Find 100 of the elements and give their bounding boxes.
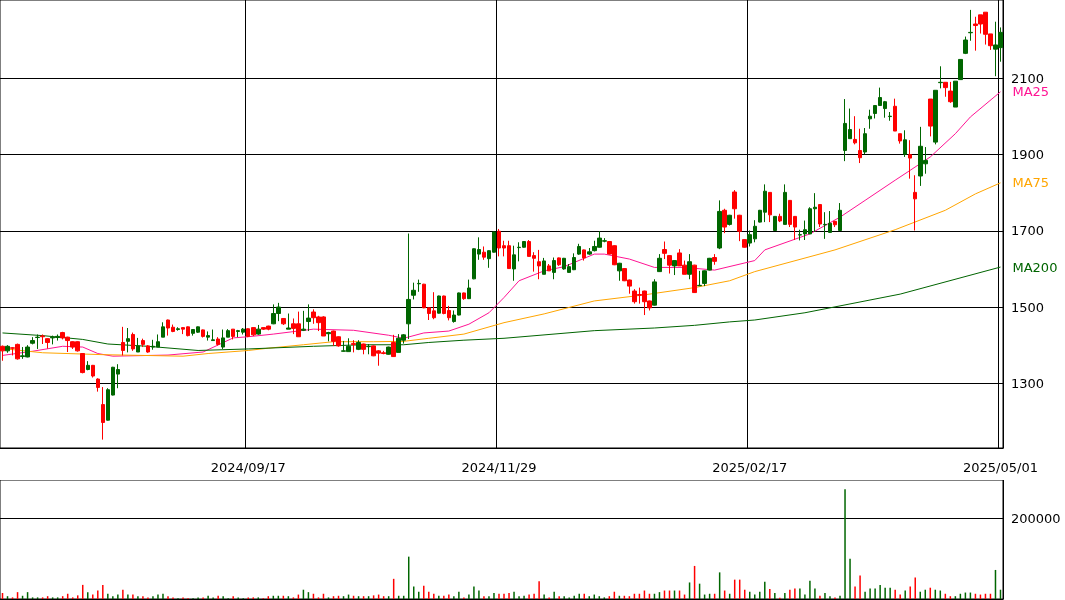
x-tick-label: 2024/09/17 (210, 460, 286, 475)
candlestick (913, 174, 917, 231)
candlestick (45, 337, 50, 350)
candlestick (687, 253, 692, 280)
candlestick (86, 360, 90, 371)
candlestick (737, 214, 742, 242)
candlestick (582, 249, 586, 262)
candlestick (557, 257, 561, 267)
candlestick (512, 245, 516, 282)
candlestick (206, 330, 210, 342)
candlestick (717, 199, 722, 250)
candlestick (201, 329, 205, 339)
candlestick (858, 128, 862, 164)
candlestick (722, 208, 727, 234)
candlestick (176, 326, 180, 332)
candlestick (938, 65, 943, 89)
candlestick (306, 303, 311, 332)
candlestick (783, 183, 787, 225)
candlestick (417, 279, 421, 293)
candlestick (146, 344, 150, 354)
candlestick (351, 339, 356, 353)
candlestick (406, 233, 411, 340)
candlestick (898, 133, 902, 145)
x-tick-label: 2024/11/29 (461, 460, 537, 475)
candlestick (161, 321, 165, 338)
candlestick (101, 386, 105, 441)
candlestick (928, 98, 933, 137)
candlestick (933, 89, 938, 145)
candlestick (953, 80, 958, 108)
line-series (2, 91, 1001, 357)
candlestick (577, 243, 581, 256)
candlestick (893, 98, 897, 132)
candlestick (692, 264, 697, 294)
candlestick (853, 115, 857, 145)
candlestick (361, 343, 366, 355)
candlestick (537, 249, 541, 280)
candlestick (141, 338, 145, 348)
y-tick-label: 1900 (1011, 147, 1045, 163)
candlestick (91, 364, 95, 379)
candlestick (908, 139, 912, 180)
candlestick (863, 127, 867, 155)
candlestick (617, 262, 622, 282)
y-tick-label: 1300 (1011, 375, 1045, 391)
candlestick (903, 129, 907, 158)
candlestick (256, 324, 261, 336)
y-tick-label: 200000 (1011, 510, 1061, 526)
candlestick (868, 109, 872, 130)
candlestick (712, 253, 717, 266)
candlestick (948, 81, 953, 104)
candlestick (326, 331, 331, 342)
candlestick (943, 81, 948, 98)
candlestick (5, 344, 10, 354)
candlestick (30, 336, 35, 345)
series-label: MA200 (1012, 259, 1058, 275)
candlestick (968, 9, 973, 42)
candlestick (652, 278, 657, 307)
x-tick-label: 2025/02/17 (712, 460, 788, 475)
candlestick (958, 58, 963, 81)
candlestick (773, 215, 777, 232)
candlestick (301, 310, 306, 332)
candlestick (888, 111, 892, 122)
candlestick (833, 220, 837, 228)
candlestick (662, 241, 667, 260)
candlestick (742, 238, 747, 249)
candlestick (778, 213, 782, 223)
candlestick (0, 345, 5, 362)
candlestick (542, 257, 546, 275)
candlestick (231, 328, 235, 340)
candlestick (467, 279, 471, 300)
candlestick (547, 263, 551, 272)
candlestick (587, 247, 592, 256)
candlestick (286, 313, 291, 330)
candlestick (211, 329, 215, 342)
candlestick (727, 214, 732, 227)
candlestick (80, 352, 85, 374)
candlestick (462, 292, 466, 301)
line-series (2, 266, 1001, 351)
candlestick (697, 270, 702, 287)
series-label: MA25 (1012, 84, 1050, 100)
candlestick (391, 334, 396, 358)
candlestick (672, 259, 677, 276)
candlestick (411, 282, 416, 300)
y-tick-label: 1500 (1011, 299, 1045, 315)
candlestick (121, 326, 125, 356)
y-tick-label: 2100 (1011, 70, 1045, 86)
candlestick (657, 253, 662, 273)
candlestick (437, 295, 441, 315)
candlestick (281, 317, 286, 326)
x-tick-label: 2025/05/01 (963, 460, 1038, 475)
candlestick (40, 333, 45, 345)
candlestick (732, 189, 737, 220)
candlestick (667, 254, 672, 275)
y-tick-label: 1700 (1011, 223, 1045, 239)
series-label: MA75 (1012, 175, 1050, 191)
candlestick (838, 202, 842, 232)
candlestick (131, 332, 135, 352)
candlestick (818, 203, 822, 228)
candlestick (963, 36, 968, 55)
candlestick (552, 257, 556, 280)
candlestick (216, 336, 220, 347)
